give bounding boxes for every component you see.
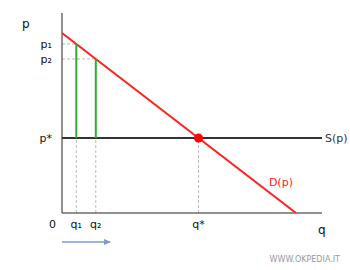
x-tick-label: 0 (49, 218, 56, 231)
line (62, 137, 322, 139)
x-axis-label: q (318, 223, 326, 237)
y-axis (62, 13, 63, 213)
x-axis (62, 213, 322, 214)
plot-area (62, 33, 322, 213)
x-tick-label: q₁ (71, 218, 82, 231)
line (62, 33, 296, 213)
bar (75, 44, 77, 138)
y-tick-label: p₂ (41, 53, 52, 66)
y-tick-label: p* (40, 132, 53, 145)
x-tick-label: q* (192, 218, 205, 231)
x-tick-label: q₂ (90, 218, 101, 231)
series-label: D(p) (269, 176, 293, 189)
guides (62, 44, 199, 213)
y-guide (62, 44, 76, 45)
point (194, 134, 203, 143)
y-guide (62, 59, 96, 60)
x-guide (95, 138, 96, 213)
labels: D(p) S(p) 0 q₁ q₂ q* p₁ p₂ p* p q WWW.OKPEDIA.IT (22, 17, 348, 264)
y-axis-label: p (22, 17, 30, 31)
x-guide (76, 138, 77, 213)
bar (95, 59, 97, 138)
direction-arrow (62, 241, 110, 243)
watermark: WWW.OKPEDIA.IT (270, 255, 341, 264)
x-guide (198, 138, 199, 213)
series-label: S(p) (325, 132, 348, 145)
y-tick-label: p₁ (41, 38, 52, 51)
chart: D(p) S(p) 0 q₁ q₂ q* p₁ p₂ p* p q WWW.OKPEDIA.IT (0, 0, 350, 270)
